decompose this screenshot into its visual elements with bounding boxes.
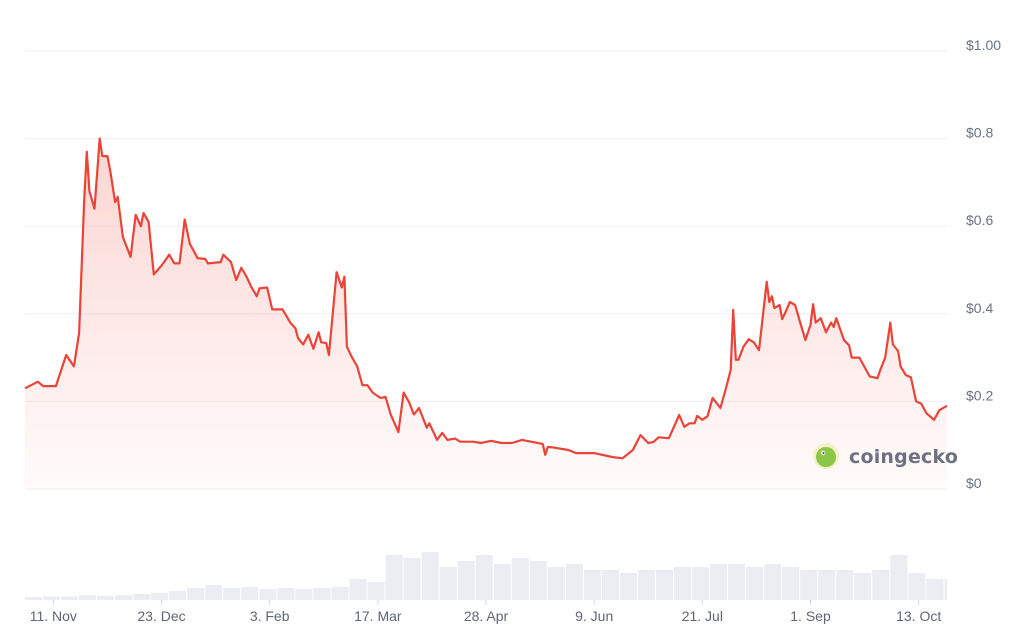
volume-bar bbox=[728, 564, 746, 600]
volume-bar bbox=[331, 586, 349, 600]
x-tick-label: 13. Oct bbox=[896, 608, 941, 624]
volume-bar bbox=[295, 589, 313, 600]
y-tick-label: $1.00 bbox=[966, 37, 1001, 53]
volume-bar bbox=[655, 570, 674, 600]
x-axis: 11. Nov 23. Dec 3. Feb 17. Mar 28. Apr 9. Jun… bbox=[30, 600, 941, 624]
volume-bar bbox=[187, 588, 205, 600]
volume-bar bbox=[746, 567, 764, 600]
volume-bar bbox=[619, 573, 637, 600]
volume-bar bbox=[854, 573, 872, 600]
y-axis: $0 $0.2 $0.4 $0.6 $0.8 $1.00 bbox=[966, 37, 1001, 491]
volume-bar bbox=[710, 564, 728, 600]
volume-bar bbox=[79, 595, 97, 600]
price-area bbox=[25, 138, 947, 489]
volume-bar bbox=[439, 567, 457, 600]
volume-bar bbox=[457, 561, 475, 600]
volume-bar bbox=[313, 588, 331, 600]
volume-bar bbox=[349, 579, 367, 600]
gecko-pupil bbox=[822, 451, 825, 455]
volume-bar bbox=[872, 570, 890, 600]
volume-bar bbox=[493, 564, 511, 600]
x-tick-label: 11. Nov bbox=[30, 608, 77, 624]
volume-bar bbox=[565, 564, 583, 600]
volume-bar bbox=[782, 567, 800, 600]
volume-bar bbox=[25, 597, 43, 600]
x-tick-label: 21. Jul bbox=[682, 608, 723, 624]
y-tick-label: $0.8 bbox=[966, 125, 993, 141]
volume-bar bbox=[97, 595, 115, 600]
volume-bar bbox=[277, 588, 295, 600]
volume-bar bbox=[61, 596, 79, 600]
volume-bar bbox=[836, 570, 854, 600]
y-tick-label: $0.6 bbox=[966, 212, 993, 228]
volume-bar bbox=[800, 570, 818, 600]
volume-bar bbox=[944, 579, 947, 600]
y-tick-label: $0.2 bbox=[966, 387, 993, 403]
volume-bar bbox=[133, 594, 151, 600]
volume-bar bbox=[547, 567, 565, 600]
x-tick-label: 17. Mar bbox=[354, 608, 402, 624]
volume-bar bbox=[151, 592, 169, 600]
x-tick-label: 3. Feb bbox=[250, 608, 290, 624]
volume-bars bbox=[25, 552, 947, 600]
volume-bar bbox=[637, 570, 655, 600]
volume-bar bbox=[169, 591, 187, 600]
volume-bar bbox=[367, 582, 385, 600]
x-tick-label: 1. Sep bbox=[790, 608, 831, 624]
volume-bar bbox=[115, 595, 133, 600]
volume-bar bbox=[529, 561, 547, 600]
volume-bar bbox=[926, 579, 944, 600]
volume-bar bbox=[205, 585, 223, 600]
volume-bar bbox=[475, 555, 493, 600]
volume-bar bbox=[692, 567, 710, 600]
volume-bar bbox=[421, 552, 439, 600]
brand-name: coingecko bbox=[849, 446, 958, 468]
volume-bar bbox=[764, 564, 782, 600]
volume-bar bbox=[511, 558, 529, 600]
y-tick-label: $0 bbox=[966, 475, 982, 491]
volume-bar bbox=[601, 570, 619, 600]
x-tick-label: 28. Apr bbox=[464, 608, 509, 624]
volume-bar bbox=[43, 596, 61, 600]
volume-bar bbox=[908, 573, 926, 600]
x-tick-label: 9. Jun bbox=[575, 608, 613, 624]
volume-bar bbox=[223, 588, 241, 600]
volume-bar bbox=[403, 558, 421, 600]
gecko-body bbox=[816, 447, 836, 467]
volume-bar bbox=[890, 555, 908, 600]
volume-bar bbox=[583, 570, 601, 600]
y-tick-label: $0.4 bbox=[966, 300, 993, 316]
volume-bar bbox=[674, 567, 692, 600]
volume-bar bbox=[241, 586, 259, 600]
volume-bar bbox=[385, 555, 403, 600]
volume-bar bbox=[259, 589, 277, 600]
price-line bbox=[24, 137, 948, 460]
coingecko-logo: coingecko bbox=[813, 443, 958, 469]
x-tick-label: 23. Dec bbox=[137, 608, 185, 624]
volume-bar bbox=[818, 570, 836, 600]
